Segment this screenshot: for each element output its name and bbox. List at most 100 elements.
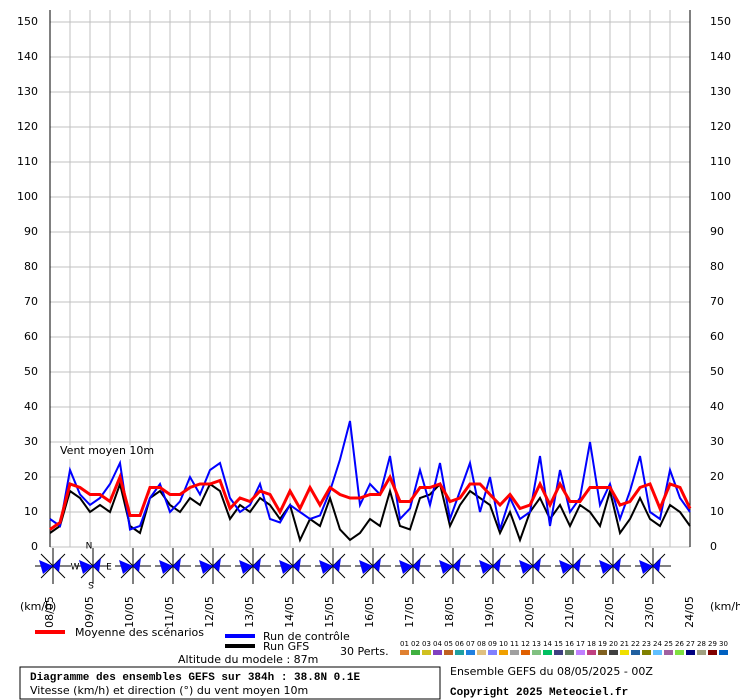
rose-petal bbox=[39, 560, 53, 574]
rose-petal bbox=[199, 560, 213, 574]
perturbation-label: 01 bbox=[400, 640, 409, 648]
perturbation-swatch bbox=[411, 650, 420, 655]
rose-petal bbox=[119, 560, 133, 574]
y-unit-left: (km/h) bbox=[20, 600, 56, 613]
perturbation-swatch bbox=[488, 650, 497, 655]
perturbation-label: 15 bbox=[554, 640, 563, 648]
rose-petal bbox=[519, 560, 533, 574]
info-box bbox=[19, 666, 441, 700]
chart-subtitle: Vitesse (km/h) et direction (°) du vent … bbox=[30, 684, 308, 697]
rose-petal bbox=[333, 558, 341, 572]
perturbation-label: 24 bbox=[653, 640, 662, 648]
y-tick-label: 110 bbox=[17, 155, 38, 168]
chart-title: Diagramme des ensembles GEFS sur 384h : … bbox=[30, 672, 360, 684]
y-tick-label: 80 bbox=[710, 260, 724, 273]
perturbation-label: 09 bbox=[488, 640, 497, 648]
rose-petal bbox=[253, 558, 261, 572]
rose-petal bbox=[159, 560, 173, 574]
perturbation-swatch bbox=[499, 650, 508, 655]
y-tick-label: 0 bbox=[31, 540, 38, 553]
perturbation-label: 17 bbox=[576, 640, 585, 648]
perturbation-label: 05 bbox=[444, 640, 453, 648]
rose-petal bbox=[133, 558, 141, 572]
perturbation-label: 08 bbox=[477, 640, 486, 648]
legend-label: Run de contrôle bbox=[263, 630, 350, 643]
perturbation-swatch bbox=[587, 650, 596, 655]
perturbation-label: 23 bbox=[642, 640, 651, 648]
rose-petal bbox=[279, 560, 293, 574]
x-tick-label: 10/05 bbox=[123, 596, 136, 628]
perturbation-label: 07 bbox=[466, 640, 475, 648]
rose-petal bbox=[573, 558, 581, 572]
perturbation-swatch bbox=[444, 650, 453, 655]
series-line bbox=[49, 480, 691, 543]
rose-petal bbox=[533, 558, 541, 572]
perturbations-label: 30 Perts. bbox=[340, 645, 389, 658]
perturbation-label: 19 bbox=[598, 640, 607, 648]
perturbation-swatch bbox=[620, 650, 629, 655]
x-tick-label: 13/05 bbox=[243, 596, 256, 628]
y-tick-label: 50 bbox=[710, 365, 724, 378]
perturbation-swatch bbox=[653, 650, 662, 655]
y-tick-label: 80 bbox=[24, 260, 38, 273]
perturbation-swatch bbox=[400, 650, 409, 655]
rose-petal bbox=[359, 560, 373, 574]
x-tick-label: 09/05 bbox=[83, 596, 96, 628]
perturbation-swatch bbox=[543, 650, 552, 655]
annotation-bg bbox=[55, 445, 145, 459]
perturbation-label: 06 bbox=[455, 640, 464, 648]
y-tick-label: 10 bbox=[710, 505, 724, 518]
y-tick-label: 70 bbox=[24, 295, 38, 308]
x-tick-label: 15/05 bbox=[323, 596, 336, 628]
perturbation-label: 04 bbox=[433, 640, 442, 648]
perturbation-swatch bbox=[708, 650, 717, 655]
rose-petal bbox=[639, 560, 653, 574]
perturbation-swatch bbox=[664, 650, 673, 655]
perturbation-swatch bbox=[642, 650, 651, 655]
perturbation-swatch bbox=[598, 650, 607, 655]
perturbation-swatch bbox=[609, 650, 618, 655]
perturbation-label: 03 bbox=[422, 640, 431, 648]
wind-roses bbox=[35, 548, 671, 584]
perturbation-swatch bbox=[532, 650, 541, 655]
x-tick-label: 21/05 bbox=[563, 596, 576, 628]
y-tick-label: 120 bbox=[710, 120, 731, 133]
x-tick-label: 16/05 bbox=[363, 596, 376, 628]
series-line bbox=[49, 472, 692, 531]
perturbation-label: 10 bbox=[499, 640, 508, 648]
x-tick-label: 24/05 bbox=[683, 596, 696, 628]
y-tick-label: 40 bbox=[24, 400, 38, 413]
rose-petal bbox=[79, 560, 93, 574]
perturbation-label: 13 bbox=[532, 640, 541, 648]
altitude: Altitude du modele : 87m bbox=[178, 653, 318, 666]
legend-label: Moyenne des scénarios bbox=[75, 626, 204, 639]
y-tick-label: 100 bbox=[17, 190, 38, 203]
x-tick-label: 20/05 bbox=[523, 596, 536, 628]
rose-petal bbox=[413, 558, 421, 572]
x-tick-label: 12/05 bbox=[203, 596, 216, 628]
y-tick-label: 120 bbox=[17, 120, 38, 133]
y-tick-label: 60 bbox=[710, 330, 724, 343]
perturbation-swatch bbox=[686, 650, 695, 655]
y-tick-label: 30 bbox=[710, 435, 724, 448]
perturbation-label: 27 bbox=[686, 640, 695, 648]
y-tick-label: 30 bbox=[24, 435, 38, 448]
perturbation-swatch bbox=[576, 650, 585, 655]
y-unit-right: (km/h) bbox=[710, 600, 740, 613]
rose-petal bbox=[213, 558, 221, 572]
perturbation-swatch bbox=[466, 650, 475, 655]
perturbation-label: 14 bbox=[543, 640, 552, 648]
legend: Moyenne des scénarios Run de contrôleRun … bbox=[35, 626, 728, 655]
perturbation-label: 30 bbox=[719, 640, 728, 648]
run-info: Ensemble GEFS du 08/05/2025 - 00Z bbox=[450, 665, 653, 678]
perturbation-swatch bbox=[565, 650, 574, 655]
perturbation-swatch bbox=[422, 650, 431, 655]
rose-petal bbox=[653, 558, 661, 572]
copyright: Copyright 2025 Meteociel.fr bbox=[450, 687, 628, 699]
perturbation-swatch bbox=[675, 650, 684, 655]
perturbation-swatch bbox=[521, 650, 530, 655]
x-tick-label: 23/05 bbox=[643, 596, 656, 628]
perturbation-label: 18 bbox=[587, 640, 596, 648]
perturbation-label: 29 bbox=[708, 640, 717, 648]
